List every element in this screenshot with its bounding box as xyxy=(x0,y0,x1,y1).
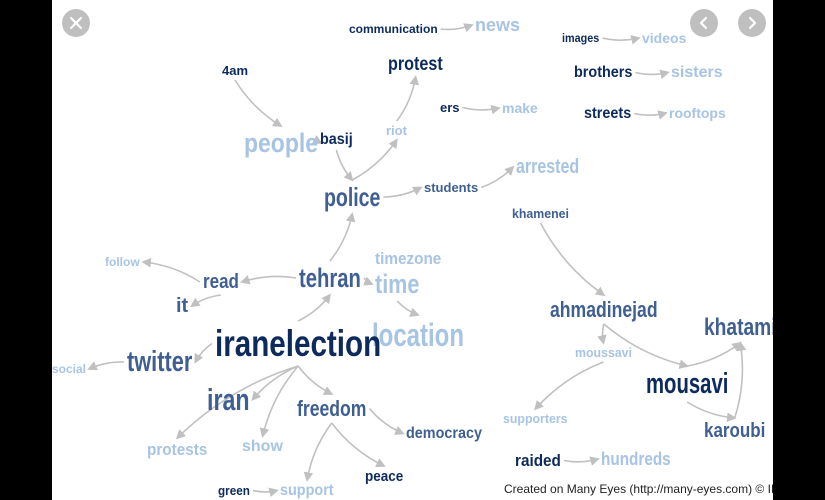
word-images[interactable]: images xyxy=(562,31,599,45)
word-tree-canvas: communication news images videos brothers sis… xyxy=(52,0,773,500)
word-communication[interactable]: communication xyxy=(349,22,438,36)
word-karoubi[interactable]: karoubi xyxy=(704,420,765,442)
edge-moussavi-supporters xyxy=(534,361,604,411)
edge-khamenei-ahmadinejad xyxy=(539,222,606,297)
word-read[interactable]: read xyxy=(203,271,239,293)
word-mousavi[interactable]: mousavi xyxy=(646,368,728,400)
close-button[interactable] xyxy=(62,9,90,37)
word-arrested[interactable]: arrested xyxy=(516,156,579,178)
edge-iranelection-tehran xyxy=(297,293,332,322)
edge-green-support xyxy=(252,487,279,497)
phrase-net-graph: communication news images videos brothers sis… xyxy=(52,15,773,499)
previous-button[interactable] xyxy=(690,9,718,37)
word-4am[interactable]: 4am xyxy=(222,63,248,78)
edge-tehran-police xyxy=(329,212,356,262)
word-green[interactable]: green xyxy=(218,483,250,498)
edge-raided-hundreds xyxy=(563,456,600,466)
word-basij[interactable]: basij xyxy=(320,131,353,148)
edge-brothers-sisters xyxy=(635,69,670,79)
edge-police-students xyxy=(383,186,423,198)
word-follow[interactable]: follow xyxy=(105,255,140,269)
word-it[interactable]: it xyxy=(176,295,189,317)
word-social[interactable]: social xyxy=(52,362,86,376)
edge-communication-news xyxy=(440,23,474,33)
word-supporters[interactable]: supporters xyxy=(503,411,568,426)
edge-riot-protest xyxy=(396,75,420,122)
edge-mousavi-karoubi xyxy=(686,401,737,423)
word-people[interactable]: people xyxy=(244,128,318,158)
edge-students-arrested xyxy=(480,165,515,189)
word-videos[interactable]: videos xyxy=(642,30,687,46)
chevron-right-icon xyxy=(748,16,757,30)
word-hundreds[interactable]: hundreds xyxy=(601,449,671,469)
edge-karoubi-khatami xyxy=(733,341,747,419)
edge-basij-people xyxy=(311,135,323,144)
edge-iranelection-freedom xyxy=(297,365,334,395)
word-ers[interactable]: ers xyxy=(440,100,460,115)
word-ahmadinejad[interactable]: ahmadinejad xyxy=(550,297,658,322)
edge-iranelection-twitter xyxy=(194,342,213,364)
word-iran[interactable]: iran xyxy=(207,382,250,417)
edge-4am-people xyxy=(234,79,283,128)
edge-tehran-read xyxy=(240,275,297,285)
edge-mousavi-khatami xyxy=(687,341,742,367)
edge-freedom-support xyxy=(303,422,333,482)
edge-read-it xyxy=(190,294,221,308)
word-police[interactable]: police xyxy=(324,182,380,212)
edge-ahmadinejad-mousavi xyxy=(603,323,690,369)
edge-time-location xyxy=(396,300,420,317)
edge-streets-rooftops xyxy=(634,110,668,120)
edge-tehran-time xyxy=(363,276,374,286)
word-protest[interactable]: protest xyxy=(388,54,443,75)
word-sisters[interactable]: sisters xyxy=(671,64,723,81)
word-location[interactable]: location xyxy=(372,317,464,353)
edge-ahmadinejad-moussavi xyxy=(597,323,607,345)
next-button[interactable] xyxy=(738,9,766,37)
word-freedom[interactable]: freedom xyxy=(297,396,366,421)
word-khamenei[interactable]: khamenei xyxy=(512,206,569,221)
edge-twitter-social xyxy=(87,361,125,371)
word-news[interactable]: news xyxy=(475,15,520,35)
edge-read-follow xyxy=(141,258,201,283)
word-peace[interactable]: peace xyxy=(365,468,403,485)
edge-basij-police xyxy=(335,149,354,182)
word-students[interactable]: students xyxy=(424,180,478,195)
credit-text: Created on Many Eyes (http://many-eyes.c… xyxy=(504,482,773,496)
word-rooftops[interactable]: rooftops xyxy=(669,105,726,121)
word-iranelection[interactable]: iranelection xyxy=(215,323,381,364)
word-support[interactable]: support xyxy=(280,482,334,499)
word-timezone[interactable]: timezone xyxy=(375,249,441,268)
word-democracy[interactable]: democracy xyxy=(406,425,482,442)
edge-ers-make xyxy=(462,104,501,115)
word-brothers[interactable]: brothers xyxy=(574,64,632,81)
word-riot[interactable]: riot xyxy=(386,123,408,138)
word-protests[interactable]: protests xyxy=(147,440,207,459)
close-icon xyxy=(69,16,83,30)
edge-police-riot xyxy=(351,138,398,181)
word-make[interactable]: make xyxy=(502,100,538,116)
edge-iranelection-iran xyxy=(251,365,299,401)
edges-layer xyxy=(87,23,747,497)
word-show[interactable]: show xyxy=(242,438,283,455)
word-streets[interactable]: streets xyxy=(584,105,631,122)
word-twitter[interactable]: twitter xyxy=(127,346,192,378)
edge-iranelection-protests xyxy=(175,365,299,440)
edge-freedom-peace xyxy=(331,422,386,467)
word-time[interactable]: time xyxy=(375,269,419,299)
word-tehran[interactable]: tehran xyxy=(299,263,361,293)
word-moussavi[interactable]: moussavi xyxy=(575,345,632,360)
edge-iranelection-show xyxy=(259,365,299,438)
words-layer: communication news images videos brothers sis… xyxy=(52,15,773,499)
edge-freedom-democracy xyxy=(368,407,405,435)
edge-images-videos xyxy=(602,35,641,45)
chevron-left-icon xyxy=(699,16,708,30)
word-raided[interactable]: raided xyxy=(515,451,561,470)
word-khatami[interactable]: khatami xyxy=(704,314,773,341)
